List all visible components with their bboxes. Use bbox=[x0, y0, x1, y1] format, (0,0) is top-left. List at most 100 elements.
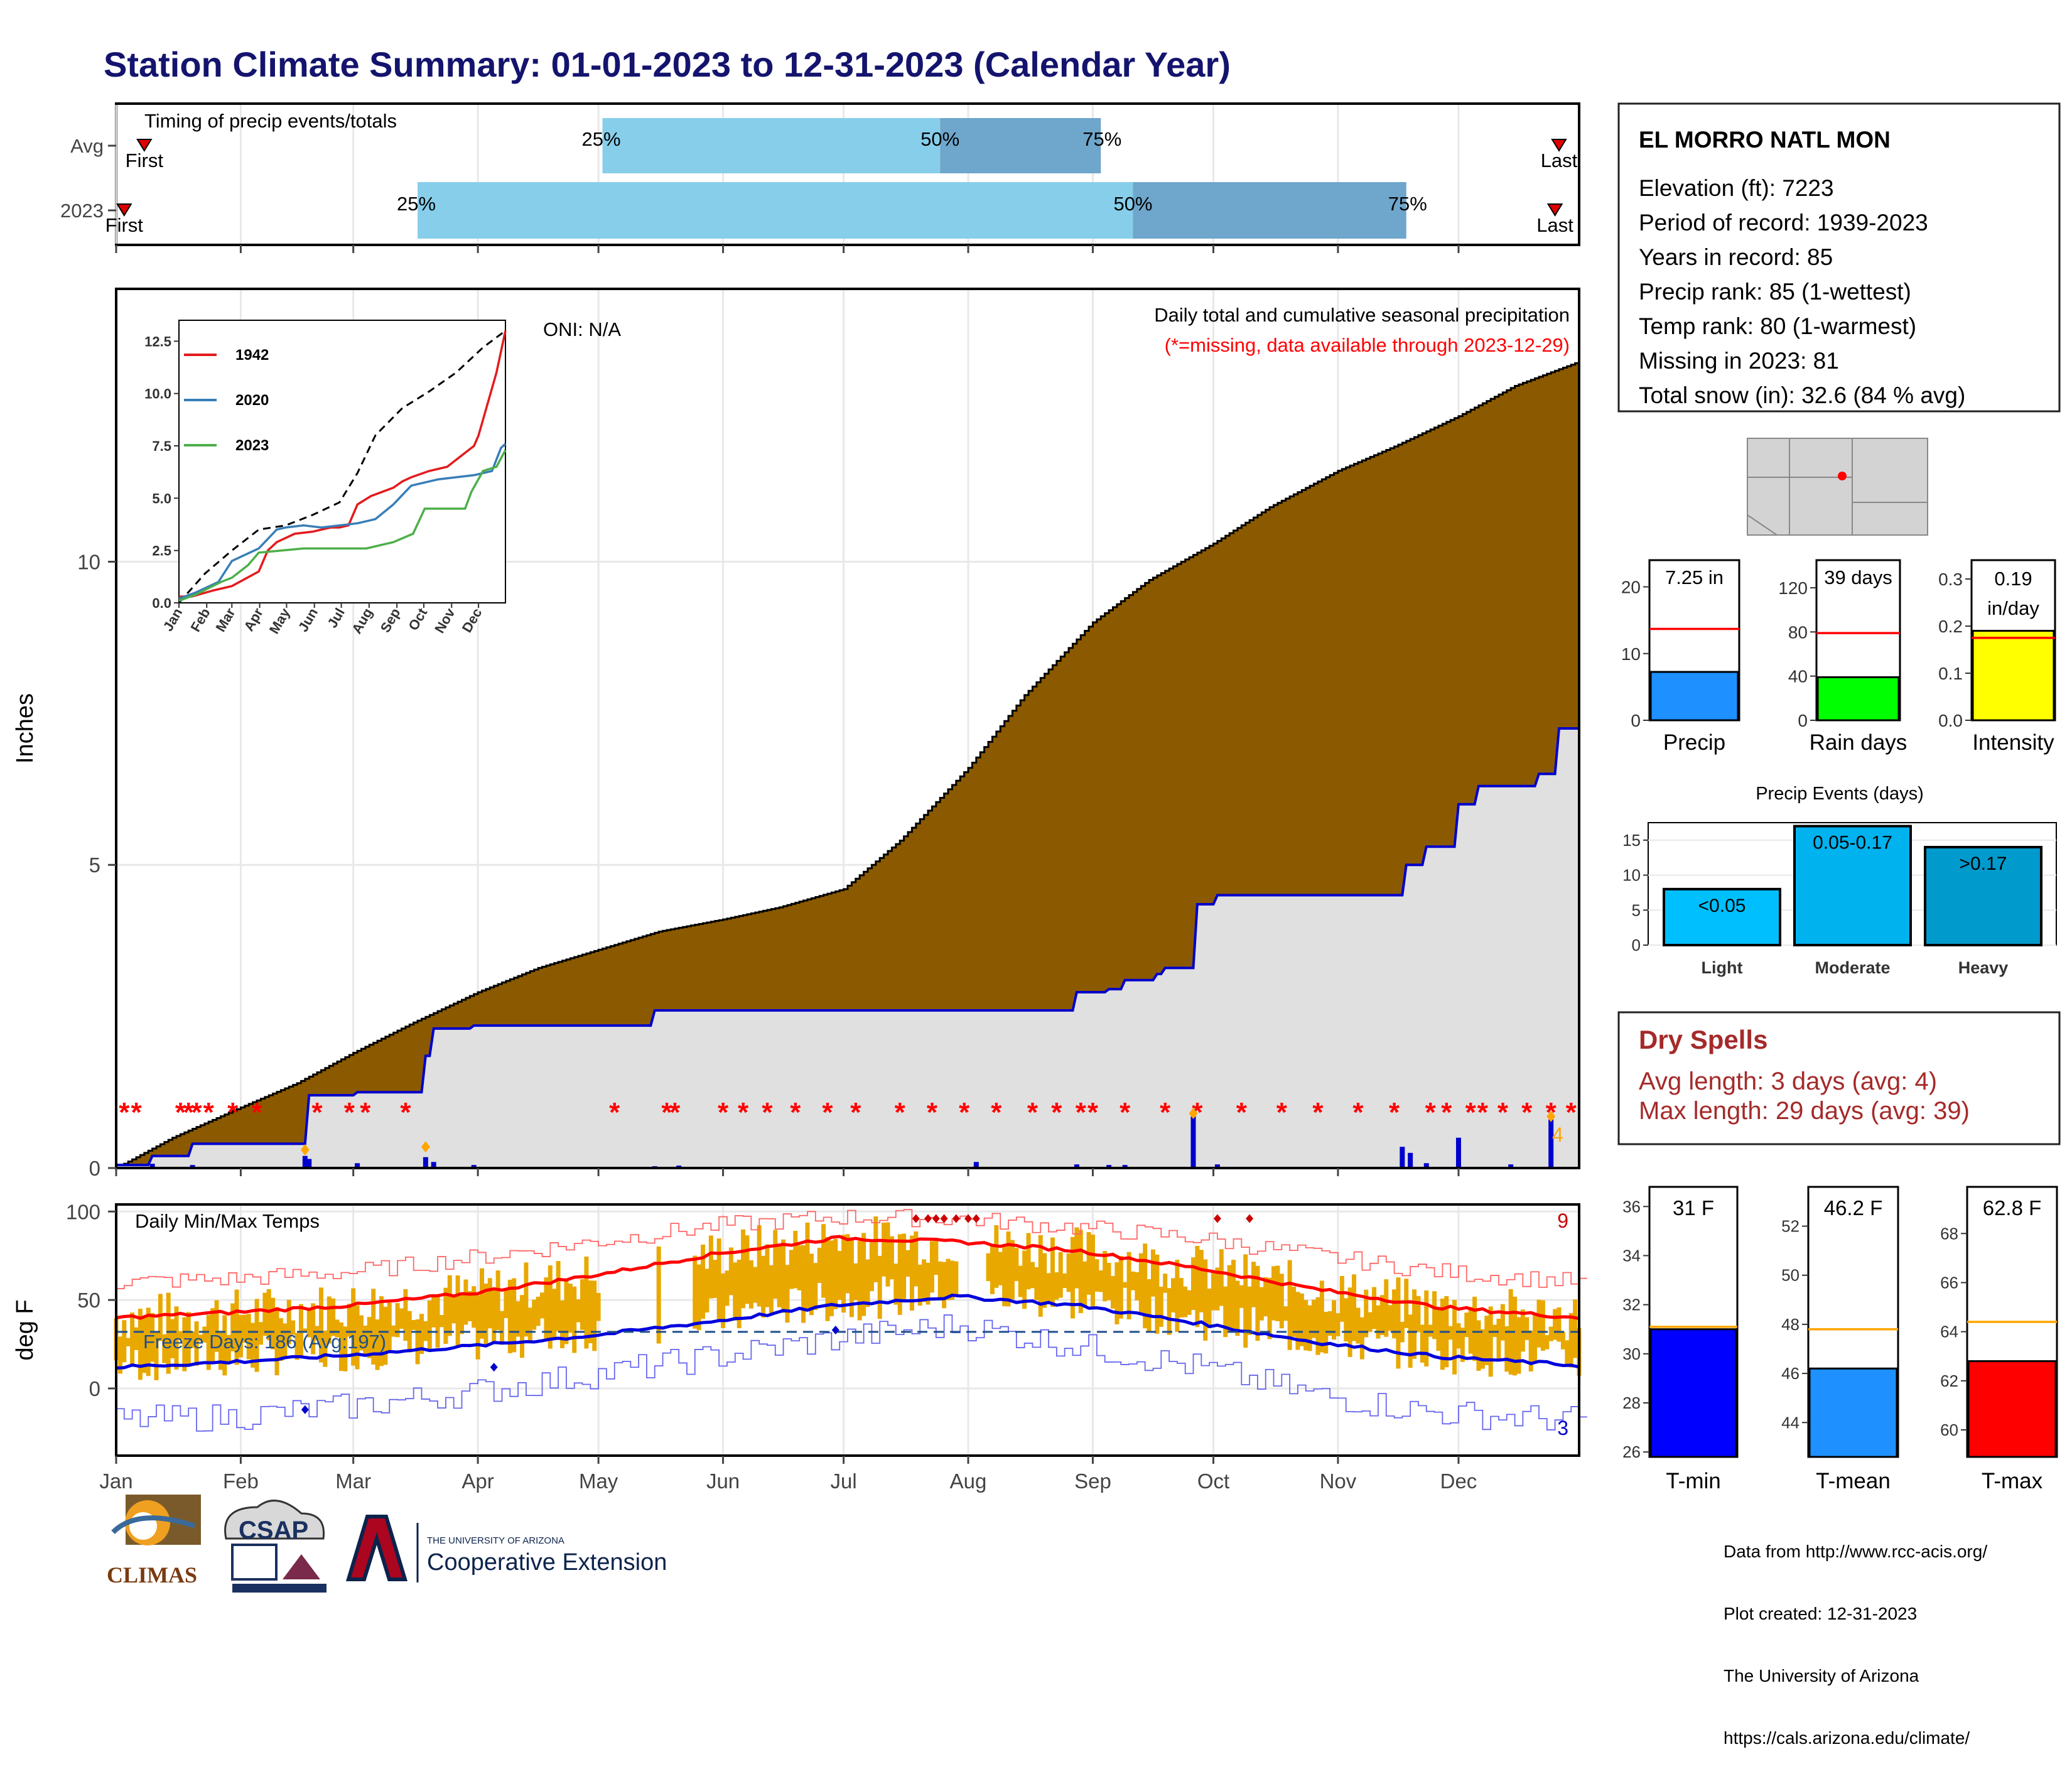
daily-temp-bar bbox=[186, 1312, 191, 1367]
daily-temp-bar bbox=[238, 1314, 243, 1358]
daily-temp-bar bbox=[769, 1265, 774, 1314]
daily-temp-bar bbox=[323, 1330, 328, 1367]
daily-temp-bar bbox=[1347, 1287, 1352, 1357]
daily-temp-bar bbox=[246, 1314, 251, 1360]
month-tick-label: Aug bbox=[950, 1469, 987, 1493]
daily-temp-bar bbox=[922, 1259, 927, 1302]
daily-temp-bar bbox=[1219, 1249, 1224, 1306]
gauge-name: Intensity bbox=[1972, 730, 2054, 755]
daily-temp-bar bbox=[1022, 1250, 1027, 1309]
event-category-label: Moderate bbox=[1815, 958, 1890, 977]
daily-temp-bar bbox=[274, 1307, 279, 1375]
temp-gauge-tick-label: 30 bbox=[1622, 1344, 1641, 1363]
daily-temp-bar bbox=[1520, 1309, 1525, 1352]
daily-temp-bar bbox=[1327, 1311, 1332, 1336]
daily-precip-bar bbox=[1508, 1164, 1514, 1168]
inset-max-line bbox=[178, 330, 506, 603]
daily-temp-bar bbox=[1480, 1329, 1485, 1369]
daily-temp-bar bbox=[1548, 1326, 1553, 1341]
csap-logo: CSAP bbox=[224, 1500, 326, 1593]
daily-temp-bar bbox=[998, 1252, 1003, 1285]
daily-temp-bar bbox=[1163, 1274, 1168, 1293]
daily-temp-bar bbox=[748, 1260, 753, 1309]
y-tick-label: 5 bbox=[89, 853, 100, 877]
ua-logo-top-text: THE UNIVERSITY OF ARIZONA bbox=[427, 1535, 564, 1546]
gauge-tick-label: 80 bbox=[1788, 622, 1808, 642]
gauge-value-label: in/day bbox=[1987, 597, 2039, 619]
daily-temp-bar bbox=[833, 1238, 838, 1309]
missing-data-marker: * bbox=[1441, 1097, 1452, 1128]
daily-temp-bar bbox=[781, 1239, 786, 1313]
daily-temp-bar bbox=[343, 1326, 348, 1371]
daily-temp-bar bbox=[937, 1261, 942, 1300]
temp-gauge-value-label: 46.2 F bbox=[1824, 1196, 1883, 1220]
daily-temp-bar bbox=[1070, 1236, 1075, 1319]
temp-gauge-tick-label: 28 bbox=[1622, 1393, 1641, 1412]
inset-y-tick-label: 10.0 bbox=[144, 386, 171, 402]
missing-data-marker: * bbox=[119, 1097, 130, 1128]
daily-temp-bar bbox=[1332, 1300, 1337, 1340]
daily-temp-bar bbox=[1440, 1298, 1445, 1370]
missing-data-marker: * bbox=[609, 1097, 620, 1128]
station-info-box bbox=[1617, 102, 2061, 413]
month-tick-label: Sep bbox=[1074, 1469, 1111, 1493]
record-min-line bbox=[116, 1314, 1587, 1432]
max-event-marker bbox=[300, 1144, 310, 1156]
daily-temp-bar bbox=[122, 1320, 127, 1363]
daily-temp-bar bbox=[1484, 1316, 1489, 1365]
gauge-fill bbox=[1972, 630, 2055, 722]
temp-gauge-tick-label: 50 bbox=[1781, 1266, 1800, 1285]
missing-data-marker: * bbox=[400, 1097, 411, 1128]
daily-temp-bar bbox=[431, 1295, 436, 1328]
timing-p75-label: 75% bbox=[1082, 128, 1121, 150]
temp-gauge-name: T-mean bbox=[1816, 1469, 1891, 1493]
daily-temp-bar bbox=[1271, 1266, 1276, 1321]
daily-temp-bar bbox=[210, 1308, 215, 1363]
daily-temp-bar bbox=[347, 1304, 352, 1337]
event-category-label: Heavy bbox=[1958, 958, 2009, 977]
daily-temp-bar bbox=[548, 1265, 553, 1349]
daily-temp-bar bbox=[1130, 1271, 1135, 1290]
daily-temp-bar bbox=[258, 1322, 263, 1345]
month-tick-label: May bbox=[579, 1469, 618, 1493]
event-category-label: Light bbox=[1702, 958, 1743, 977]
daily-temp-bar bbox=[728, 1247, 733, 1296]
station-info-line: Elevation (ft): 7223 bbox=[1639, 175, 1834, 201]
daily-temp-bar bbox=[1356, 1307, 1361, 1344]
gauge-tick-label: 0 bbox=[1631, 711, 1641, 730]
temp-gauge-name: T-min bbox=[1666, 1469, 1721, 1493]
record-high-marker bbox=[924, 1214, 932, 1223]
daily-temp-bar bbox=[556, 1261, 561, 1332]
missing-data-marker: * bbox=[927, 1097, 938, 1128]
daily-temp-bar bbox=[214, 1300, 219, 1352]
record-low-marker bbox=[301, 1405, 309, 1414]
missing-data-marker: * bbox=[1027, 1097, 1039, 1128]
y-tick-label: 50 bbox=[77, 1289, 100, 1312]
missing-data-marker: * bbox=[360, 1097, 371, 1128]
temp-gauge-tick-label: 66 bbox=[1940, 1273, 1958, 1292]
daily-temp-bar bbox=[303, 1328, 308, 1333]
daily-precip-bar bbox=[302, 1155, 308, 1168]
daily-temp-bar bbox=[721, 1273, 726, 1329]
daily-temp-bar bbox=[520, 1295, 525, 1358]
daily-temp-bar bbox=[475, 1295, 480, 1360]
missing-data-marker: * bbox=[1192, 1097, 1203, 1128]
daily-temp-bar bbox=[704, 1269, 710, 1313]
daily-temp-bar bbox=[298, 1304, 303, 1356]
daily-precip-bar bbox=[1408, 1152, 1413, 1168]
daily-temp-bar bbox=[291, 1320, 296, 1335]
daily-temp-bar bbox=[1283, 1306, 1288, 1321]
inset-y-tick-label: 2.5 bbox=[152, 543, 171, 559]
daily-temp-bar bbox=[560, 1300, 565, 1348]
timing-p50-label: 50% bbox=[1113, 193, 1152, 215]
daily-temp-bar bbox=[483, 1284, 488, 1346]
daily-temp-bar bbox=[576, 1299, 581, 1323]
daily-temp-bar bbox=[1568, 1313, 1573, 1368]
missing-data-marker: * bbox=[1497, 1097, 1509, 1128]
daily-temp-bar bbox=[1533, 1314, 1538, 1362]
daily-temp-bar bbox=[1138, 1253, 1143, 1315]
daily-temp-bar bbox=[1243, 1254, 1248, 1348]
gauge-tick-label: 0 bbox=[1798, 711, 1808, 730]
data-credits: Data from http://www.rcc-acis.org/ Plot … bbox=[1724, 1500, 1987, 1769]
station-info-line: Total snow (in): 32.6 (84 % avg) bbox=[1639, 382, 1965, 408]
